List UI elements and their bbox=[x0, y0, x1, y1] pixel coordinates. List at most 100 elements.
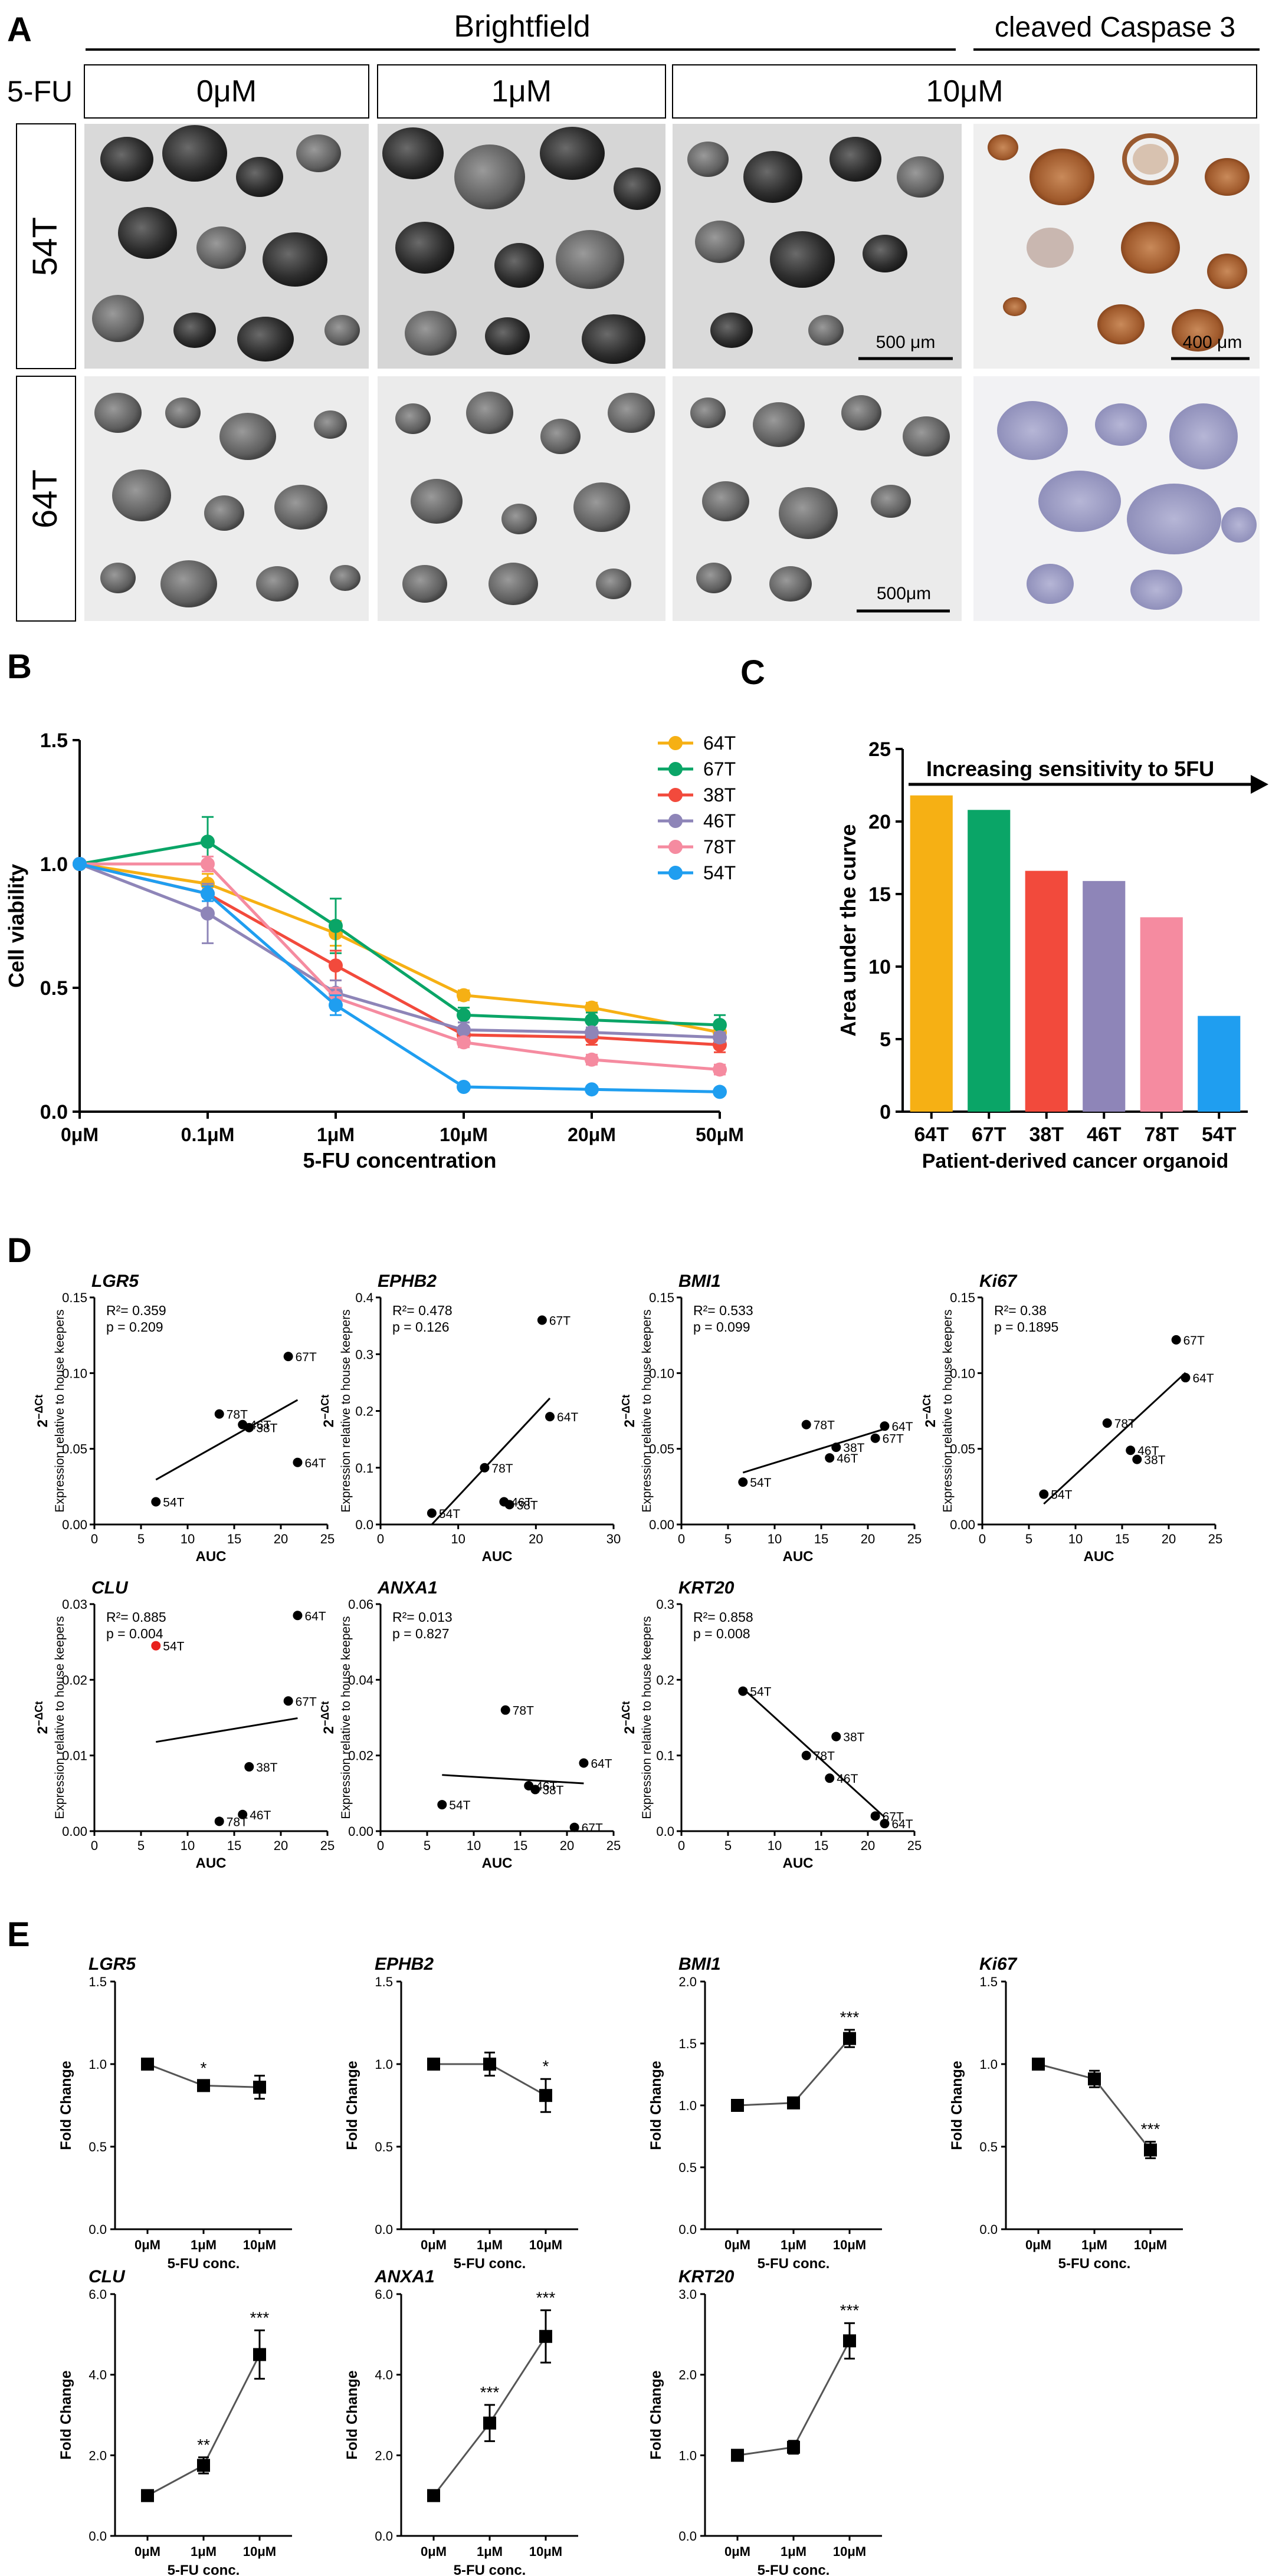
data-point bbox=[585, 1025, 599, 1040]
y-tick-label: 0.00 bbox=[950, 1517, 975, 1532]
y-tick-label: 0.5 bbox=[40, 977, 68, 1000]
gene-title: LGR5 bbox=[88, 1954, 136, 1974]
y-axis-title-sup: −ΔCt bbox=[921, 1395, 933, 1420]
x-axis-title: AUC bbox=[482, 1549, 513, 1565]
point-67T bbox=[870, 1433, 880, 1443]
p-value: p = 0.1895 bbox=[994, 1319, 1058, 1335]
x-tick-label: 0μM bbox=[421, 2544, 447, 2559]
point-label: 64T bbox=[591, 1757, 612, 1771]
y-tick-label: 4.0 bbox=[88, 2368, 107, 2383]
y-axis-title: 2−ΔCt bbox=[921, 1395, 939, 1428]
regression-line bbox=[431, 1397, 551, 1526]
x-tick-label: 1μM bbox=[477, 2544, 503, 2559]
x-tick-label: 0μM bbox=[135, 2237, 160, 2252]
y-axis-title-sup: −ΔCt bbox=[33, 1701, 45, 1726]
y-tick-label: 0.10 bbox=[950, 1366, 975, 1381]
micrograph-54t-caspase: 400 μm bbox=[973, 124, 1260, 369]
data-point bbox=[73, 857, 87, 871]
scatter-Ki67: Ki67 0.00 0.05 0.10 0.15 0 5 10 15 20 25 AUC 2−ΔCt Ex… bbox=[921, 1271, 1222, 1565]
x-tick-label: 10μM bbox=[529, 2544, 562, 2559]
y-tick-label: 6.0 bbox=[88, 2287, 107, 2302]
x-tick-label: 5 bbox=[724, 1838, 732, 1853]
x-tick-label: 10 bbox=[181, 1838, 195, 1853]
y-tick-label: 6.0 bbox=[375, 2287, 393, 2302]
data-point bbox=[483, 2416, 496, 2430]
y-tick-label: 0.05 bbox=[649, 1442, 674, 1457]
x-tick-label: 10 bbox=[451, 1532, 465, 1546]
y-tick-label: 0 bbox=[880, 1101, 891, 1123]
y-tick-label: 0.02 bbox=[62, 1673, 87, 1687]
micrograph-64t-0um bbox=[84, 376, 369, 621]
data-point bbox=[539, 2089, 552, 2102]
x-tick-label: 15 bbox=[1115, 1532, 1129, 1546]
point-54T bbox=[1039, 1489, 1049, 1499]
point-label: 46T bbox=[837, 1452, 858, 1466]
point-label: 38T bbox=[542, 1783, 563, 1797]
point-label: 38T bbox=[843, 1731, 864, 1744]
y-axis-title: Fold Change bbox=[58, 2370, 74, 2459]
point-46T bbox=[1126, 1445, 1136, 1455]
panel-a-letter: A bbox=[7, 11, 32, 49]
x-tick-label: 10μM bbox=[529, 2237, 562, 2252]
y-tick-label: 0.4 bbox=[355, 1290, 373, 1305]
scatter-BMI1: BMI1 0.00 0.05 0.10 0.15 0 5 10 15 20 25 AUC 2−ΔCt Ex… bbox=[620, 1271, 922, 1565]
point-label: 64T bbox=[891, 1818, 913, 1831]
data-point bbox=[731, 2449, 744, 2462]
y-tick-label: 2.0 bbox=[375, 2448, 393, 2463]
point-label: 64T bbox=[304, 1457, 326, 1470]
micrograph-54t-1um bbox=[378, 124, 665, 369]
x-tick-label: 20 bbox=[274, 1838, 288, 1853]
point-label: 78T bbox=[1114, 1417, 1136, 1431]
drug-label: 5-FU bbox=[7, 75, 73, 108]
y-axis-title: 2−ΔCt bbox=[319, 1395, 337, 1428]
scatter-EPHB2: EPHB2 0.0 0.1 0.2 0.3 0.4 0 10 20 30 AUC 2−ΔCt Expre… bbox=[319, 1271, 621, 1565]
series-line bbox=[79, 862, 720, 1047]
series-54T bbox=[73, 857, 727, 1099]
panel-e-letter: E bbox=[7, 1915, 30, 1954]
gene-title: ANXA1 bbox=[377, 1578, 438, 1598]
x-tick-label: 64T bbox=[914, 1123, 949, 1146]
point-38T bbox=[244, 1762, 254, 1772]
series-line bbox=[80, 862, 720, 1072]
y-tick-label: 2.0 bbox=[678, 1974, 697, 1989]
data-point bbox=[787, 2096, 800, 2110]
y-tick-label: 0.0 bbox=[88, 2529, 107, 2544]
point-64T bbox=[880, 1819, 890, 1829]
point-46T bbox=[238, 1809, 248, 1819]
y-tick-label: 0.0 bbox=[656, 1824, 674, 1839]
point-54T bbox=[427, 1508, 437, 1518]
y-tick-label: 0.10 bbox=[649, 1366, 674, 1381]
point-54T bbox=[437, 1800, 447, 1810]
brightfield-header: Brightfield bbox=[454, 9, 590, 44]
y-tick-label: 1.5 bbox=[375, 1974, 393, 1989]
regression-line bbox=[155, 1399, 299, 1481]
y-tick-label: 0.2 bbox=[355, 1404, 373, 1419]
legend-marker bbox=[668, 814, 683, 828]
significance-marker: *** bbox=[840, 2008, 860, 2026]
point-38T bbox=[244, 1422, 254, 1432]
significance-marker: *** bbox=[840, 2301, 860, 2319]
y-tick-label: 1.5 bbox=[88, 1974, 107, 1989]
y-axis-subtitle: Expression relative to house keepers bbox=[53, 1309, 67, 1512]
conc-label-1: 1μM bbox=[491, 74, 552, 109]
x-tick-label: 10μM bbox=[243, 2237, 276, 2252]
y-tick-label: 0.0 bbox=[88, 2222, 107, 2237]
y-tick-label: 15 bbox=[868, 883, 891, 906]
regression-line bbox=[742, 1688, 886, 1818]
x-tick-label: 5 bbox=[1025, 1532, 1032, 1546]
y-axis-title-sup: −ΔCt bbox=[319, 1395, 331, 1420]
y-tick-label: 0.0 bbox=[678, 2222, 697, 2237]
x-tick-label: 10μM bbox=[833, 2544, 866, 2559]
conc-label-2: 10μM bbox=[926, 74, 1003, 109]
point-label: 54T bbox=[163, 1640, 184, 1654]
y-tick-label: 25 bbox=[868, 738, 891, 761]
conc-box-0 bbox=[84, 64, 369, 119]
point-label: 46T bbox=[1137, 1444, 1159, 1458]
x-tick-label: 20 bbox=[274, 1532, 288, 1546]
bar-46T bbox=[1083, 880, 1126, 1112]
p-value: p = 0.126 bbox=[392, 1319, 450, 1335]
y-tick-label: 0.5 bbox=[375, 2140, 393, 2154]
x-tick-label: 5 bbox=[137, 1838, 145, 1853]
x-axis-title: 5-FU conc. bbox=[758, 2256, 830, 2272]
